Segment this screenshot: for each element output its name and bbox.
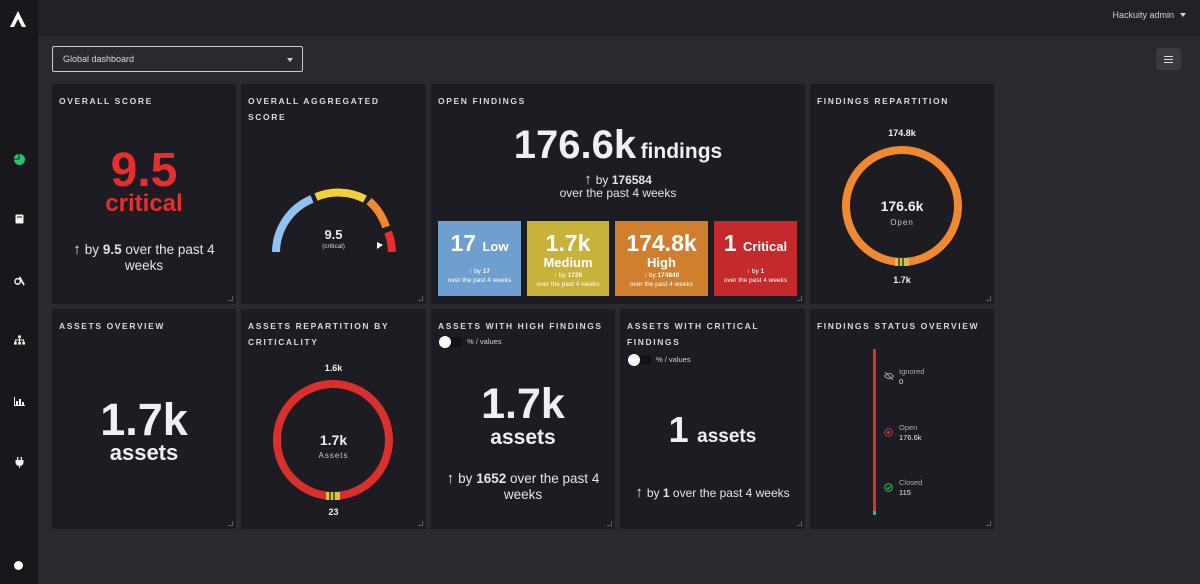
status-bar-closed-segment (873, 511, 876, 515)
ring-center-label: Assets (318, 451, 349, 460)
gauge-severity: (critical) (322, 243, 345, 250)
findings-ring-chart (842, 146, 962, 266)
chart-nav-icon[interactable] (11, 394, 27, 408)
assets-critical-total: 1 assets (668, 409, 757, 450)
toggle-label: % / values (656, 355, 691, 364)
chevron-down-icon (287, 58, 293, 62)
assets-repartition-card: ASSETS REPARTITION BY CRITICALITY 1.6k 1… (241, 309, 426, 529)
findings-status-card: FINDINGS STATUS OVERVIEW (810, 309, 994, 529)
assets-ring-chart (273, 380, 393, 500)
card-title: OVERALL SCORE (59, 96, 153, 106)
overall-score-trend: ↑ by 9.5 over the past 4 weeks (73, 241, 215, 274)
dashboard-select-value: Global dashboard (63, 54, 135, 64)
card-title: OVERALL AGGREGATED SCORE (248, 96, 380, 122)
status-closed: Closed 115 (899, 478, 923, 497)
open-findings-trend: ↑ by 176584 (584, 171, 652, 188)
chevron-down-icon (1180, 13, 1186, 17)
ring-center-label: Open (890, 218, 914, 227)
user-status-dot[interactable] (14, 561, 23, 570)
ring-bottom-label: 23 (328, 507, 339, 517)
gauge-value: 9.5 (324, 227, 343, 242)
target-icon (884, 428, 893, 439)
card-title: ASSETS WITH CRITICAL FINDINGS (627, 321, 759, 347)
open-findings-total: 176.6k findings (513, 123, 723, 167)
critical-findings-box[interactable]: 1 Critical ↑ by 1 over the past 4 weeks (714, 221, 797, 296)
eye-off-icon (883, 371, 895, 382)
assets-high-value: 1.7k (481, 380, 565, 428)
assets-critical-card: ASSETS WITH CRITICAL FINDINGS % / values… (620, 309, 805, 529)
aggregated-score-card: OVERALL AGGREGATED SCORE 9.5 (critical) (241, 84, 426, 304)
toggle-label: % / values (467, 337, 502, 346)
hierarchy-nav-icon[interactable] (11, 333, 27, 347)
card-title: ASSETS OVERVIEW (59, 321, 166, 331)
card-title: FINDINGS REPARTITION (817, 96, 949, 106)
assets-high-unit: assets (490, 426, 556, 449)
low-findings-box[interactable]: 17 Low ↑ by 17 over the past 4 weeks (438, 221, 521, 296)
user-menu[interactable]: Hackuity admin (1112, 10, 1186, 20)
arrow-up-icon: ↑ (469, 268, 473, 275)
medium-findings-box[interactable]: 1.7k Medium ↑ by 1726 over the past 4 we… (527, 221, 609, 296)
score-gauge (272, 188, 396, 253)
arrow-up-icon: ↑ (643, 272, 648, 279)
percent-values-toggle[interactable] (439, 336, 463, 348)
overall-score-value: 9.5 (110, 144, 178, 197)
user-name: Hackuity admin (1112, 10, 1174, 20)
open-findings-period: over the past 4 weeks (559, 186, 677, 200)
percent-values-toggle[interactable] (628, 354, 652, 366)
plug-nav-icon[interactable] (11, 455, 27, 469)
book-nav-icon[interactable] (11, 212, 27, 226)
arrow-up-icon: ↑ (73, 241, 81, 258)
ring-center-value: 176.6k (880, 198, 924, 214)
dashboard-select[interactable]: Global dashboard (52, 46, 303, 72)
ring-bottom-label: 1.7k (893, 275, 911, 285)
radar-nav-icon[interactable] (11, 273, 27, 287)
arrow-up-icon: ↑ (584, 171, 592, 188)
assets-overview-unit: assets (109, 440, 179, 465)
assets-overview-card: ASSETS OVERVIEW 1.7k assets (52, 309, 236, 529)
overall-score-severity: critical (105, 190, 183, 217)
arrow-up-icon: ↑ (553, 272, 558, 279)
side-nav (0, 0, 38, 584)
status-open: Open 176.6k (899, 423, 922, 442)
card-title: FINDINGS STATUS OVERVIEW (817, 321, 980, 331)
findings-repartition-card: FINDINGS REPARTITION 174.8k 176.6k Open … (810, 84, 994, 304)
status-ignored: Ignored 0 (899, 367, 925, 386)
ring-top-label: 174.8k (888, 128, 916, 138)
status-bar (873, 349, 876, 515)
menu-button[interactable] (1156, 48, 1181, 70)
arrow-up-icon: ↑ (635, 484, 643, 501)
assets-critical-trend: ↑ by 1 over the past 4 weeks (635, 484, 790, 501)
assets-high-card: ASSETS WITH HIGH FINDINGS % / values 1.7… (431, 309, 615, 529)
top-bar: Hackuity admin (38, 0, 1200, 36)
card-title: ASSETS WITH HIGH FINDINGS (438, 321, 603, 331)
ring-center-value: 1.7k (319, 432, 348, 448)
overall-score-card: OVERALL SCORE 9.5 critical ↑ by 9.5 over … (52, 84, 236, 304)
arrow-up-icon: ↑ (746, 268, 751, 275)
check-circle-icon (884, 483, 893, 494)
assets-high-trend: ↑ by 1652 over the past 4 weeks (446, 470, 600, 503)
ring-top-label: 1.6k (324, 363, 343, 373)
assets-overview-value: 1.7k (100, 394, 188, 445)
card-title: OPEN FINDINGS (438, 96, 526, 106)
card-title: ASSETS REPARTITION BY CRITICALITY (248, 321, 389, 347)
arrow-up-icon: ↑ (446, 470, 455, 487)
high-findings-box[interactable]: 174.8k High ↑ by 174840 over the past 4 … (615, 221, 708, 296)
dashboard-nav-icon[interactable] (11, 152, 27, 166)
app-logo-icon[interactable] (9, 10, 27, 28)
